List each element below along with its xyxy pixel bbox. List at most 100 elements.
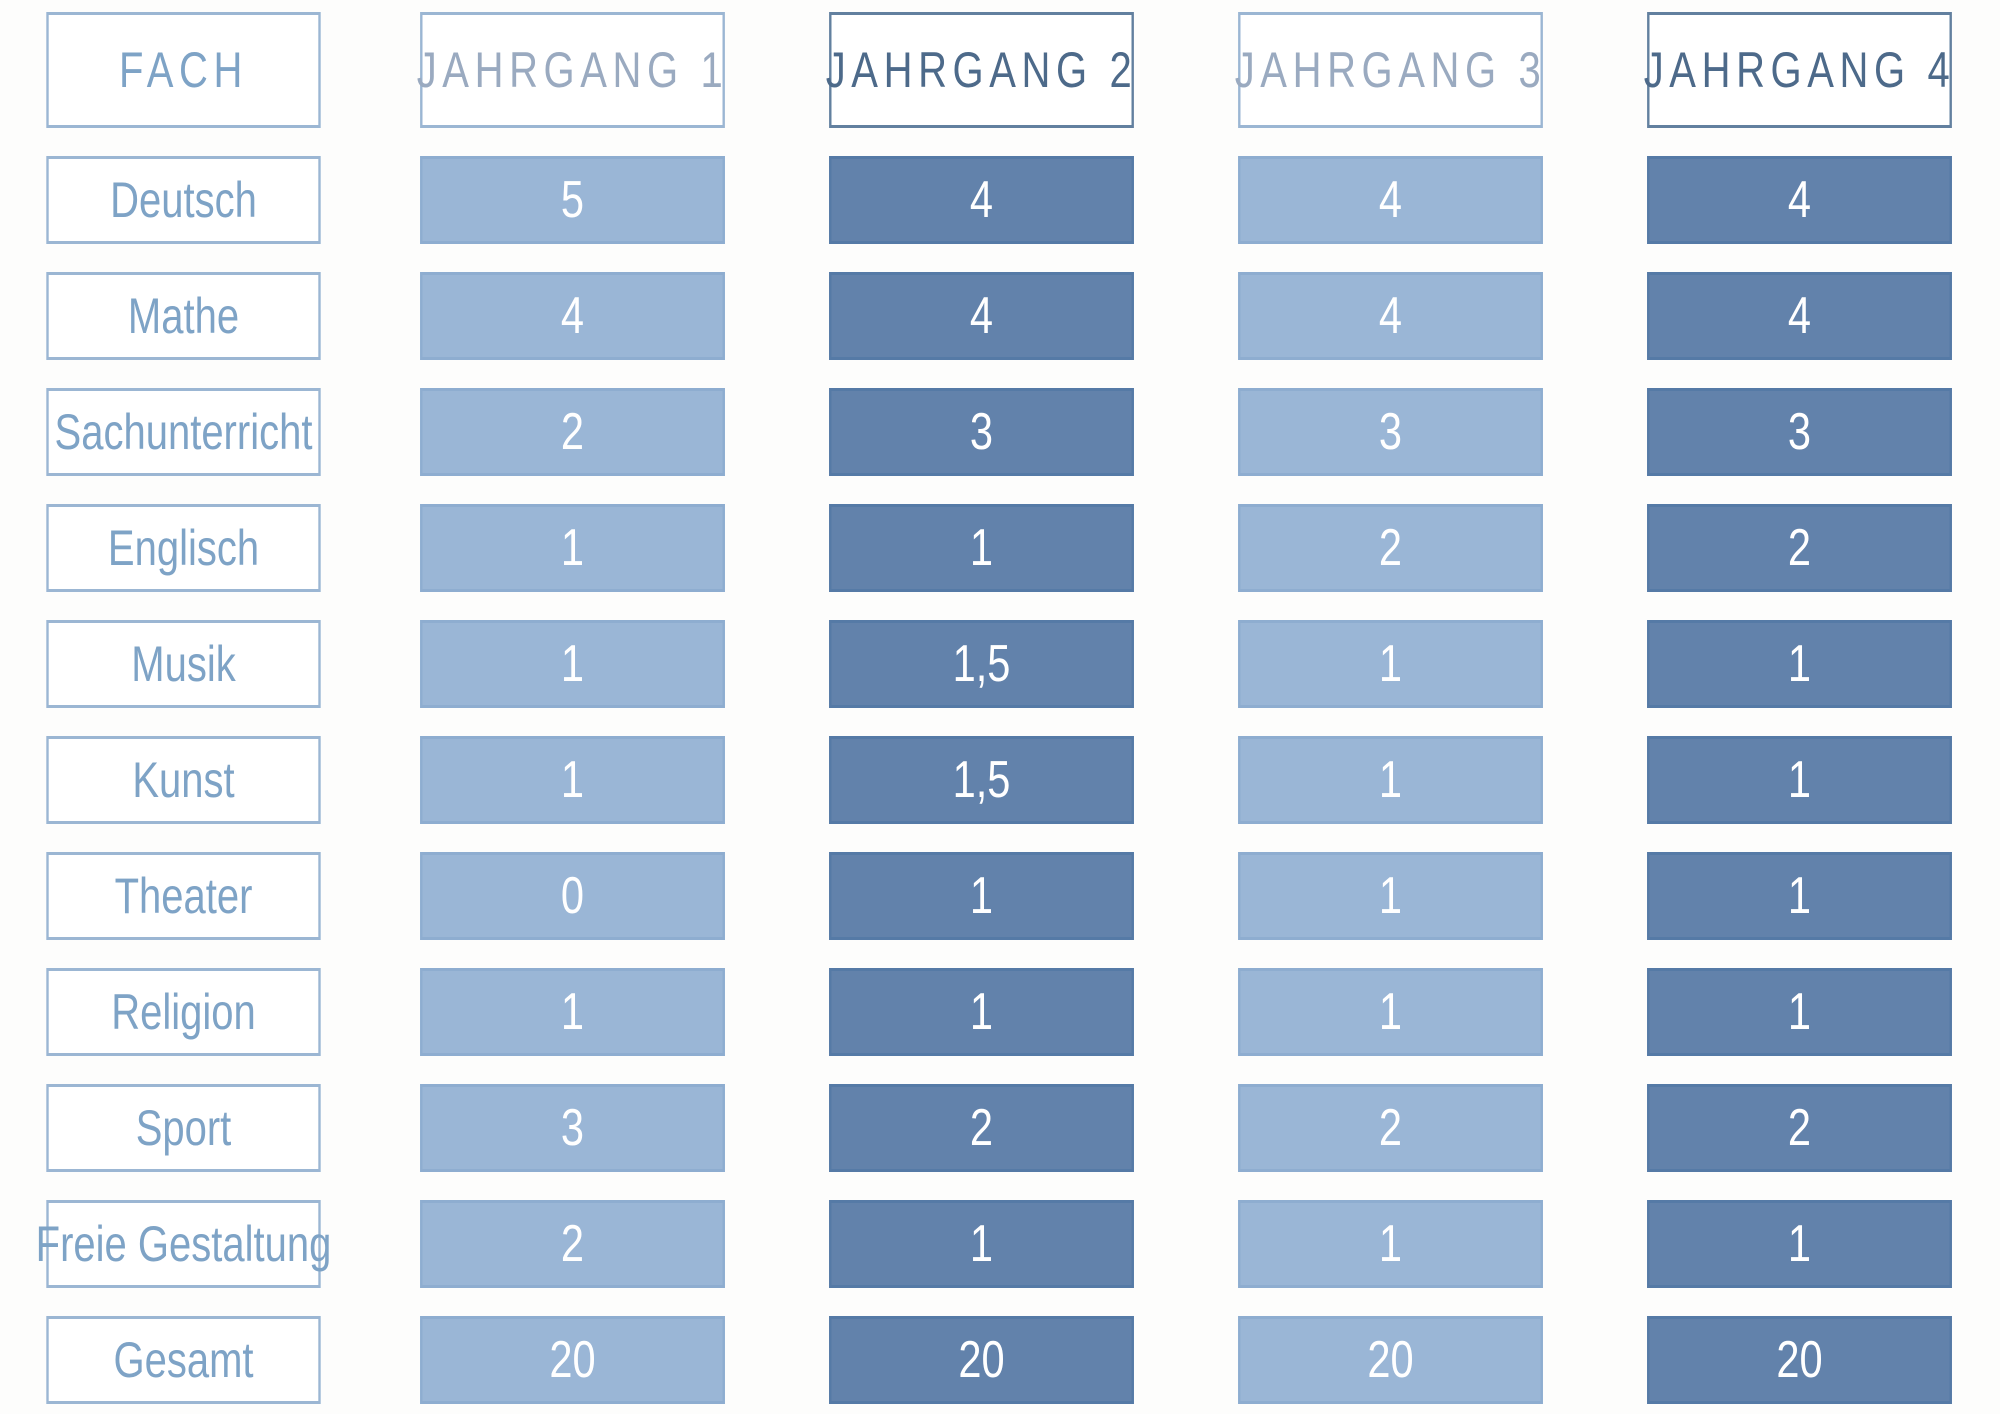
value-cell-text: 1 <box>1787 635 1812 693</box>
value-cell-text: 20 <box>1776 1331 1823 1389</box>
subject-cell: Mathe <box>46 272 321 360</box>
value-cell-text: 1 <box>969 519 994 577</box>
value-cell: 1 <box>1238 968 1543 1056</box>
value-cell: 1 <box>1647 852 1952 940</box>
value-cell-text: 1 <box>969 1215 994 1273</box>
header-jahrgang-2-text: JAHRGANG 2 <box>825 42 1138 98</box>
subject-cell: Sachunterricht <box>46 388 321 476</box>
value-cell-text: 2 <box>1787 1099 1812 1157</box>
value-cell-text: 2 <box>560 1215 585 1273</box>
value-cell: 4 <box>829 156 1134 244</box>
header-fach-text: FACH <box>118 42 249 98</box>
value-cell-text: 3 <box>560 1099 585 1157</box>
subject-cell: Gesamt <box>46 1316 321 1404</box>
value-cell: 5 <box>420 156 725 244</box>
value-cell-text: 2 <box>1378 519 1403 577</box>
value-cell: 20 <box>1238 1316 1543 1404</box>
header-jahrgang-1-text: JAHRGANG 1 <box>416 42 729 98</box>
value-cell-text: 1 <box>1787 1215 1812 1273</box>
header-jahrgang-3: JAHRGANG 3 <box>1235 12 1543 128</box>
value-cell: 1 <box>1238 1200 1543 1288</box>
value-cell-text: 2 <box>1787 519 1812 577</box>
value-cell: 1 <box>1238 736 1543 824</box>
value-cell-text: 1 <box>560 983 585 1041</box>
value-cell: 4 <box>1238 156 1543 244</box>
value-cell: 2 <box>829 1084 1134 1172</box>
value-cell: 1 <box>1647 1200 1952 1288</box>
value-cell-text: 1 <box>1378 983 1403 1041</box>
header-jahrgang-3-text: JAHRGANG 3 <box>1234 42 1547 98</box>
value-cell-text: 1 <box>560 635 585 693</box>
value-cell-text: 1 <box>560 519 585 577</box>
value-cell: 4 <box>420 272 725 360</box>
subject-cell: Kunst <box>46 736 321 824</box>
value-cell-text: 2 <box>560 403 585 461</box>
value-cell: 1 <box>829 504 1134 592</box>
value-cell-text: 1 <box>969 983 994 1041</box>
value-cell-text: 1 <box>1378 751 1403 809</box>
subject-cell-text: Religion <box>111 984 256 1040</box>
value-cell: 20 <box>829 1316 1134 1404</box>
value-cell: 3 <box>420 1084 725 1172</box>
value-cell: 1 <box>829 968 1134 1056</box>
value-cell-text: 1 <box>1378 635 1403 693</box>
value-cell: 20 <box>420 1316 725 1404</box>
value-cell-text: 1 <box>1378 867 1403 925</box>
value-cell: 20 <box>1647 1316 1952 1404</box>
value-cell: 4 <box>1238 272 1543 360</box>
value-cell: 1,5 <box>829 620 1134 708</box>
value-cell-text: 4 <box>1378 287 1403 345</box>
subject-cell-text: Deutsch <box>110 172 257 228</box>
value-cell-text: 1,5 <box>952 635 1011 693</box>
value-cell-text: 4 <box>1378 171 1403 229</box>
value-cell-text: 3 <box>1378 403 1403 461</box>
value-cell: 3 <box>829 388 1134 476</box>
header-jahrgang-2: JAHRGANG 2 <box>826 12 1134 128</box>
subject-cell-text: Freie Gestaltung <box>35 1216 332 1272</box>
value-cell-text: 1 <box>1378 1215 1403 1273</box>
value-cell: 4 <box>1647 156 1952 244</box>
value-cell: 1 <box>420 504 725 592</box>
value-cell: 3 <box>1238 388 1543 476</box>
value-cell-text: 4 <box>969 287 994 345</box>
header-jahrgang-1: JAHRGANG 1 <box>417 12 725 128</box>
value-cell: 2 <box>420 388 725 476</box>
value-cell-text: 20 <box>549 1331 596 1389</box>
value-cell: 2 <box>1238 504 1543 592</box>
value-cell-text: 0 <box>560 867 585 925</box>
value-cell-text: 2 <box>1378 1099 1403 1157</box>
value-cell: 2 <box>1647 504 1952 592</box>
value-cell-text: 1,5 <box>952 751 1011 809</box>
value-cell-text: 1 <box>560 751 585 809</box>
value-cell-text: 1 <box>969 867 994 925</box>
subject-cell: Religion <box>46 968 321 1056</box>
subject-cell-text: Englisch <box>107 520 260 576</box>
value-cell: 2 <box>1647 1084 1952 1172</box>
subject-cell: Theater <box>46 852 321 940</box>
value-cell: 4 <box>1647 272 1952 360</box>
value-cell: 1 <box>1238 852 1543 940</box>
header-fach: FACH <box>46 12 321 128</box>
value-cell-text: 4 <box>560 287 585 345</box>
subject-cell-text: Mathe <box>127 288 240 344</box>
header-jahrgang-4: JAHRGANG 4 <box>1644 12 1952 128</box>
subject-cell: Sport <box>46 1084 321 1172</box>
value-cell: 1 <box>420 736 725 824</box>
value-cell: 1 <box>1647 968 1952 1056</box>
subject-cell-text: Sport <box>135 1100 232 1156</box>
value-cell-text: 1 <box>1787 867 1812 925</box>
value-cell-text: 3 <box>969 403 994 461</box>
value-cell: 1 <box>420 620 725 708</box>
subject-cell: Freie Gestaltung <box>36 1200 331 1288</box>
value-cell-text: 4 <box>1787 287 1812 345</box>
value-cell: 1,5 <box>829 736 1134 824</box>
value-cell: 1 <box>829 852 1134 940</box>
value-cell-text: 20 <box>1367 1331 1414 1389</box>
subject-cell: Deutsch <box>46 156 321 244</box>
value-cell: 0 <box>420 852 725 940</box>
header-jahrgang-4-text: JAHRGANG 4 <box>1643 42 1956 98</box>
value-cell-text: 1 <box>1787 983 1812 1041</box>
value-cell: 4 <box>829 272 1134 360</box>
value-cell: 3 <box>1647 388 1952 476</box>
